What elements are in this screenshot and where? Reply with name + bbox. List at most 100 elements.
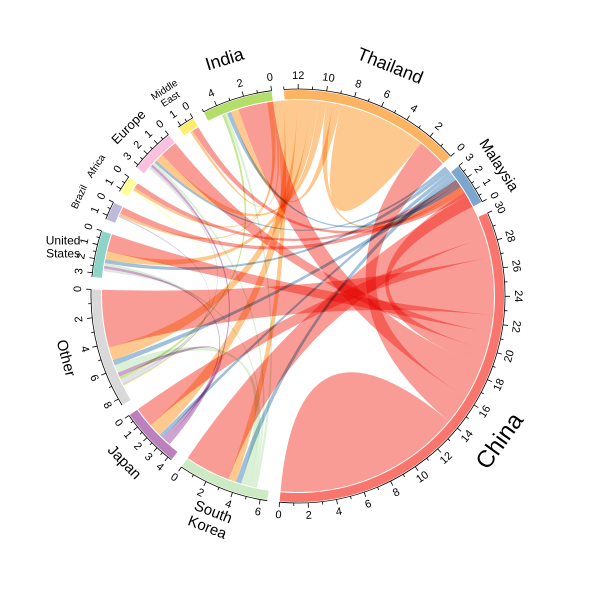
sector-label-line: Africa [85, 152, 108, 180]
sector-label-brazil: Brazil [69, 183, 89, 210]
tick-mark [164, 130, 169, 135]
tick-mark [124, 173, 129, 178]
tick-label: 22 [509, 320, 523, 334]
chord-ribbons [102, 100, 494, 492]
tick-label: 2 [432, 120, 444, 133]
tick-label: 20 [502, 349, 517, 364]
tick-label: 1 [89, 205, 102, 215]
tick-mark [230, 492, 233, 498]
axis-line-other [90, 289, 123, 406]
tick-mark [450, 152, 455, 157]
axis-line-japan [128, 415, 172, 461]
tick-mark [500, 252, 504, 255]
sector-label-line: States [46, 246, 80, 260]
tick-label: 2 [305, 510, 312, 522]
tick-label: 28 [502, 229, 517, 244]
tick-mark [350, 496, 352, 500]
sector-arcs [92, 90, 504, 503]
tick-label: 1 [142, 128, 155, 141]
tick-mark [458, 162, 464, 167]
tick-mark [381, 101, 384, 107]
tick-mark [354, 91, 357, 98]
sector-label-india: India [203, 44, 247, 75]
tick-mark [217, 487, 220, 491]
tick-label: 0 [275, 509, 282, 521]
sector-label-middle_east: MiddleEast [149, 77, 186, 112]
tick-mark [487, 379, 493, 383]
tick-mark [394, 110, 397, 114]
tick-mark [480, 392, 484, 395]
tick-mark [143, 150, 148, 155]
tick-label: 2 [75, 252, 88, 260]
tick-mark [102, 212, 108, 216]
tick-label: 1 [480, 177, 493, 188]
ribbon-india-to-other [119, 114, 247, 380]
tick-mark [496, 352, 502, 355]
tick-label: 14 [459, 428, 476, 445]
tick-label: 0 [180, 100, 191, 113]
tick-mark [377, 486, 380, 491]
tick-mark [133, 426, 138, 431]
tick-label: 3 [121, 150, 134, 162]
tick-mark [92, 345, 98, 348]
sector-label-china: China [470, 407, 529, 474]
sector-arc-japan [129, 409, 178, 459]
tick-mark [92, 242, 98, 245]
tick-mark [418, 125, 421, 129]
axis-line-south_korea [181, 466, 268, 502]
tick-mark [184, 118, 187, 122]
tick-mark [178, 466, 182, 472]
tick-label: 16 [477, 403, 494, 420]
ribbon-china-to-japan [137, 237, 491, 426]
tick-label: 0 [83, 222, 96, 232]
tick-mark [228, 97, 231, 101]
tick-mark [492, 366, 496, 368]
sector-label-africa: Africa [85, 152, 108, 180]
tick-mark [164, 456, 169, 462]
tick-mark [502, 324, 508, 326]
sector-label-line: United [46, 233, 81, 247]
sector-arc-middle_east [178, 118, 198, 136]
sector-label-line: China [470, 407, 529, 474]
tick-mark [121, 180, 125, 184]
tick-mark [241, 91, 244, 97]
axis-line-india [203, 90, 272, 113]
tick-mark [101, 372, 107, 376]
tick-mark [108, 199, 114, 203]
tick-label: 8 [391, 486, 402, 499]
sector-arc-india [204, 91, 273, 121]
ribbon-thailand-to-india [230, 103, 342, 203]
tick-mark [402, 474, 406, 478]
ribbon-malaysia-to-europe [154, 160, 447, 231]
tick-label: 12 [292, 70, 304, 82]
tick-label: 0 [454, 141, 467, 154]
sector-arc-brazil [106, 202, 123, 223]
tick-mark [475, 186, 480, 190]
tick-label: 4 [154, 461, 166, 474]
tick-mark [426, 457, 429, 461]
tick-label: 2 [73, 316, 86, 323]
sector-label-line: Thailand [354, 44, 426, 88]
ribbon-thailand-to-thailand [329, 104, 421, 212]
sector-label-europe: Europe [108, 106, 148, 146]
tick-mark [367, 98, 370, 102]
tick-mark [149, 146, 153, 150]
tick-label: 1 [167, 108, 179, 121]
sector-label-line: Brazil [69, 183, 89, 210]
tick-label: 1 [78, 237, 91, 246]
tick-mark [98, 359, 102, 362]
tick-mark [447, 438, 451, 442]
tick-mark [406, 115, 410, 121]
tick-mark [130, 420, 134, 424]
sector-arc-africa [120, 177, 137, 197]
tick-mark [214, 100, 217, 106]
sector-arc-china [279, 213, 504, 503]
sector-arc-united_states [92, 231, 112, 278]
tick-mark [96, 236, 100, 239]
tick-label: 26 [509, 259, 523, 273]
tick-label: 0 [168, 471, 180, 484]
tick-mark [467, 173, 472, 178]
tick-label: 0 [72, 286, 84, 293]
tick-mark [457, 427, 462, 432]
tick-mark [87, 317, 93, 319]
